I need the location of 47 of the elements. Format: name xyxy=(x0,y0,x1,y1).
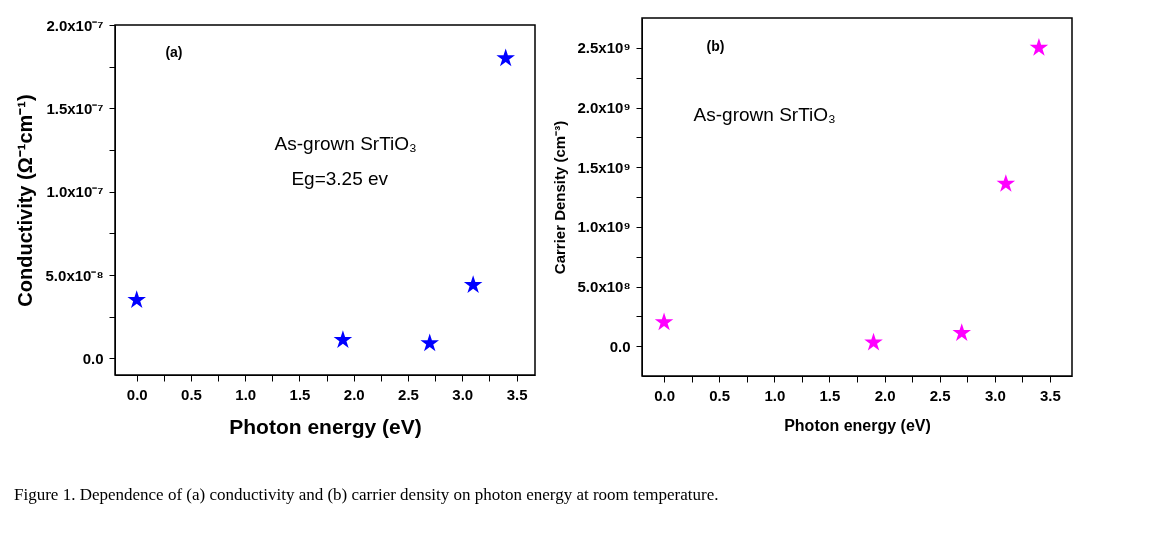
point xyxy=(463,275,483,293)
y-tick-label: 2.0x10⁹ xyxy=(577,99,631,116)
x-tick-label: 1.0 xyxy=(235,385,257,403)
x-axis-title: Photon energy (eV) xyxy=(229,414,422,438)
point xyxy=(654,312,674,331)
point xyxy=(864,332,883,351)
annotation: (b) xyxy=(706,37,725,54)
annotation: (a) xyxy=(165,44,183,60)
caption: Figure 1. Dependence of (a) conductivity and (b) carrier density on photon energy at room temperature. xyxy=(14,485,719,505)
point xyxy=(420,333,439,352)
y-tick-label: 5.0x10⁻⁸ xyxy=(45,266,104,284)
x-axis-title: Photon energy (eV) xyxy=(784,416,931,434)
point xyxy=(333,330,353,348)
x-tick-label: 2.5 xyxy=(398,385,419,403)
x-tick-label: 0.5 xyxy=(709,386,731,404)
x-tick-label: 1.5 xyxy=(819,386,841,404)
x-tick-label: 2.0 xyxy=(874,386,896,404)
point xyxy=(952,323,972,341)
y-tick-label: 0.0 xyxy=(609,337,631,355)
point xyxy=(996,174,1016,192)
annotation: As-grown SrTiO₃ xyxy=(274,133,417,154)
x-tick-label: 1.5 xyxy=(289,385,311,403)
x-tick-label: 0.0 xyxy=(654,386,675,404)
y-tick-label: 2.5x10⁹ xyxy=(577,39,631,57)
y-tick-label: 0.0 xyxy=(82,349,104,367)
point xyxy=(127,290,146,308)
y-tick-label: 2.0x10⁻⁷ xyxy=(46,16,104,34)
y-tick-label: 1.5x10⁻⁷ xyxy=(46,99,104,117)
y-axis-title: Carrier Density (cm⁻³) xyxy=(550,120,568,275)
y-axis-title: Conductivity (Ω⁻¹cm⁻¹) xyxy=(13,94,36,307)
x-tick-label: 3.0 xyxy=(452,385,474,403)
x-tick-label: 0.5 xyxy=(181,385,202,403)
x-tick-label: 3.5 xyxy=(1040,386,1061,404)
x-tick-label: 1.0 xyxy=(764,386,786,404)
x-tick-label: 2.5 xyxy=(929,386,951,404)
annotation: Eg=3.25 ev xyxy=(291,168,389,189)
x-tick-label: 2.0 xyxy=(343,385,365,403)
x-tick-label: 0.0 xyxy=(126,385,148,403)
point xyxy=(1029,38,1049,56)
y-tick-label: 1.0x10⁹ xyxy=(577,218,631,236)
point xyxy=(496,48,515,67)
annotation: As-grown SrTiO₃ xyxy=(693,103,836,125)
x-tick-label: 3.0 xyxy=(984,386,1006,404)
y-tick-label: 5.0x10⁸ xyxy=(577,278,631,295)
x-tick-label: 3.5 xyxy=(506,385,528,403)
y-tick-label: 1.5x10⁹ xyxy=(577,158,631,176)
y-tick-label: 1.0x10⁻⁷ xyxy=(46,183,104,201)
